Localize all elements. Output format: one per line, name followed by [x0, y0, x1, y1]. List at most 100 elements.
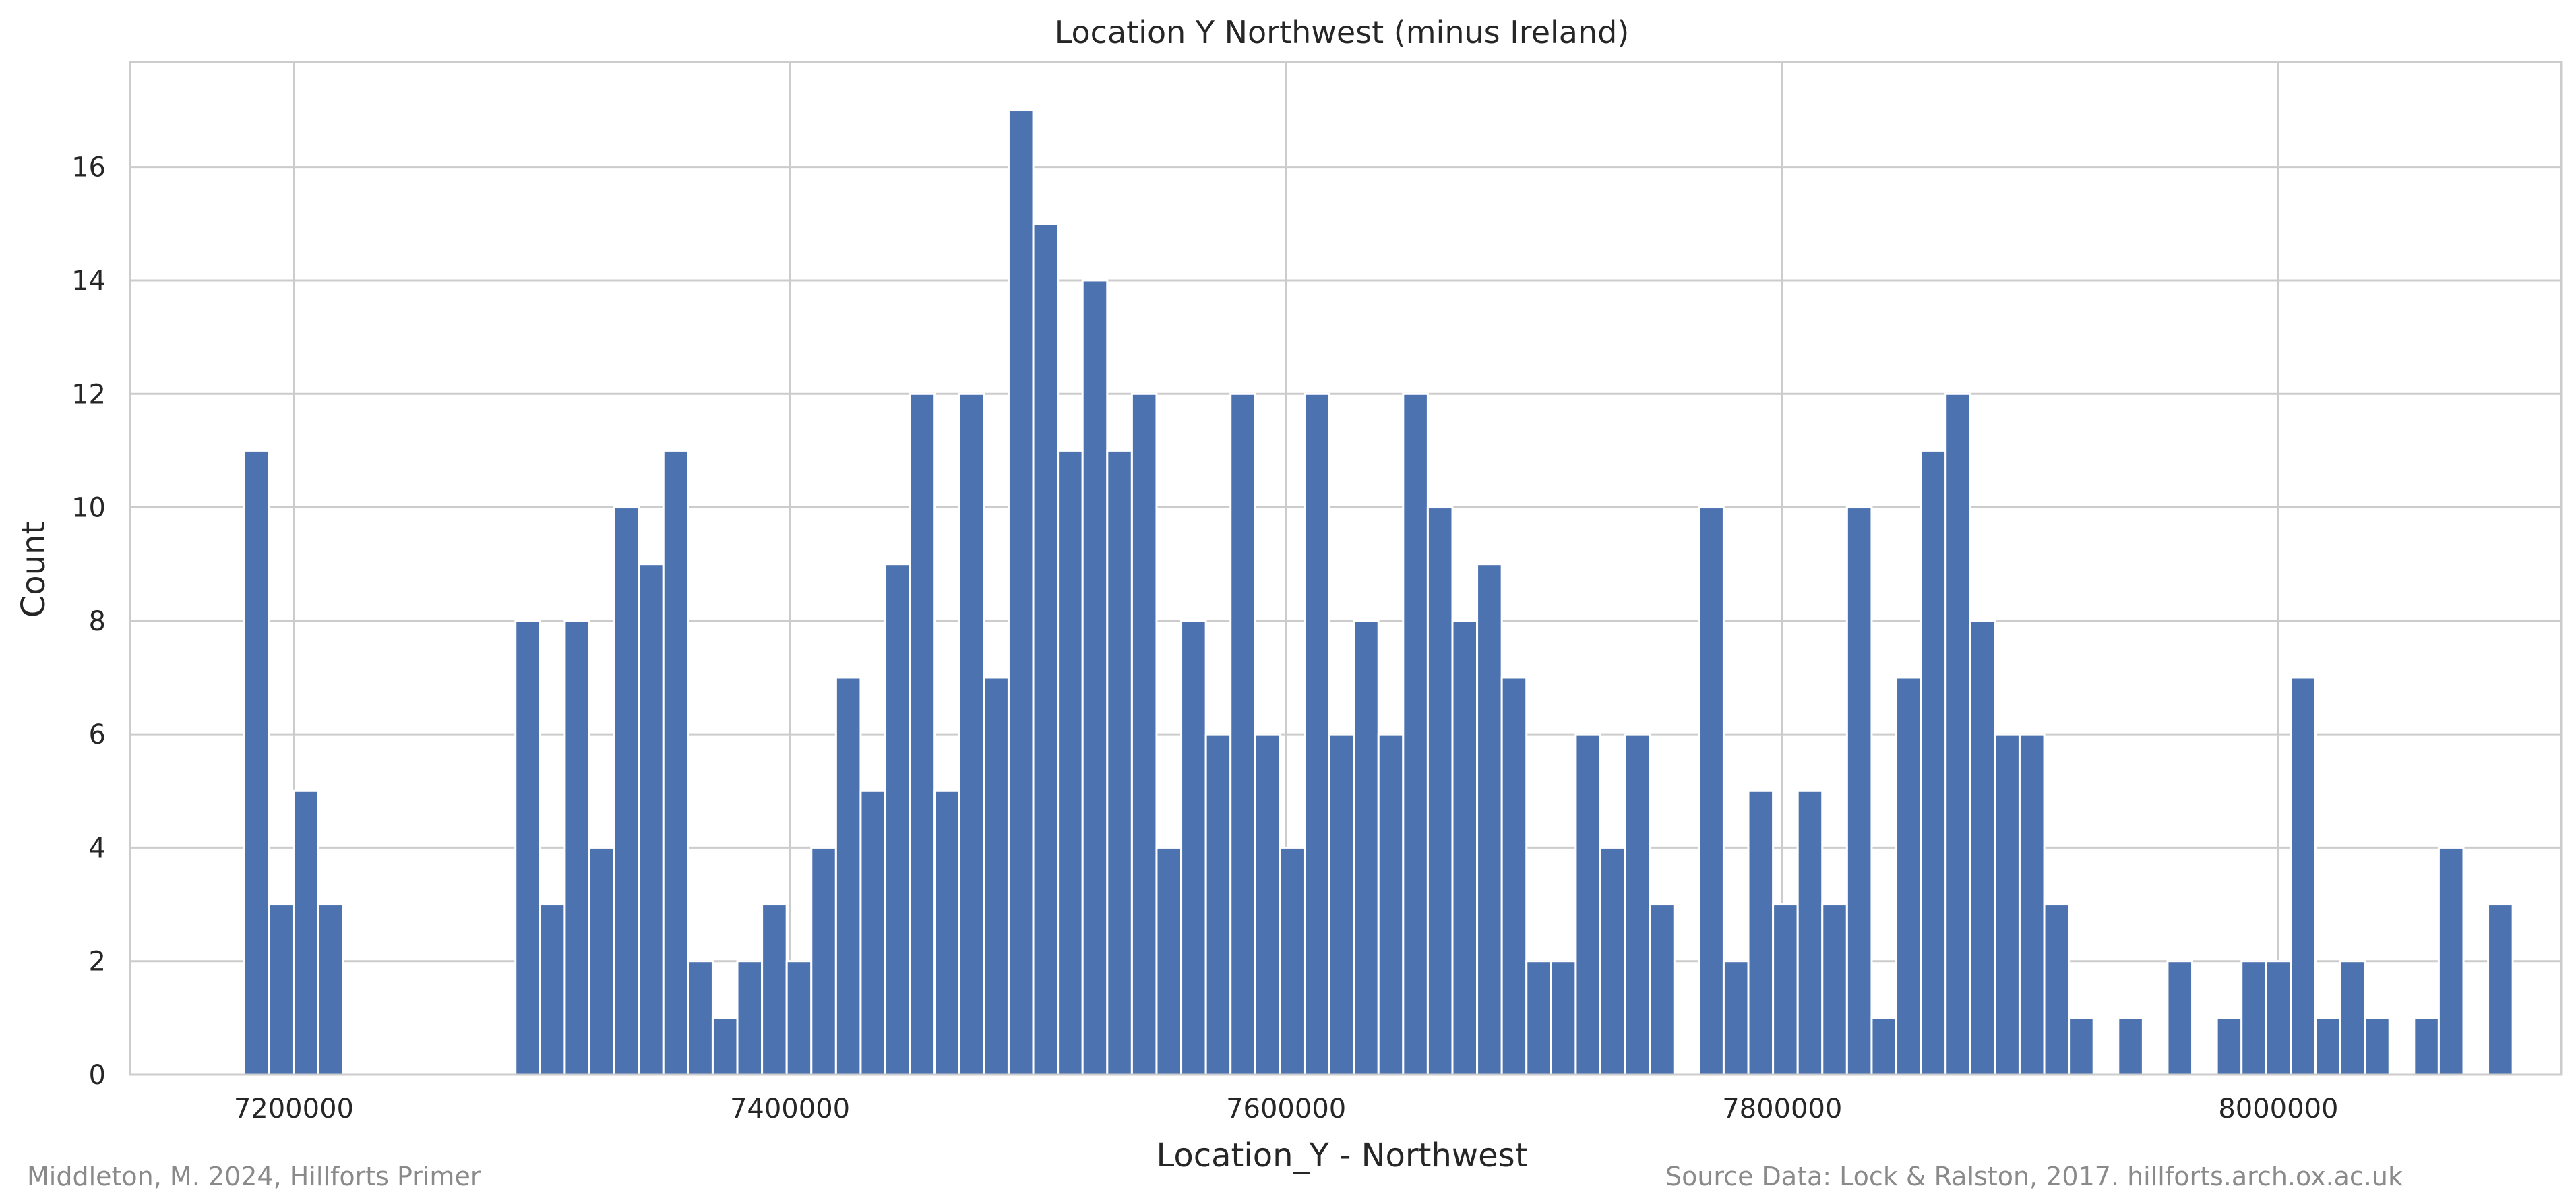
histogram-bar — [1328, 733, 1355, 1076]
histogram-bar — [1032, 222, 1060, 1076]
histogram-bar — [1550, 960, 1577, 1076]
histogram-bar — [1969, 620, 1996, 1076]
histogram-bar — [1476, 563, 1503, 1076]
histogram-bar — [711, 1017, 739, 1076]
histogram-bar — [1353, 620, 1380, 1076]
histogram-bar — [1106, 449, 1133, 1076]
histogram-bar — [662, 449, 689, 1076]
histogram-bar — [1204, 733, 1232, 1076]
x-tick-label: 7800000 — [1722, 1094, 1842, 1125]
y-tick-label: 2 — [89, 947, 106, 978]
histogram-bar — [2068, 1017, 2095, 1076]
histogram-bar — [613, 506, 640, 1076]
histogram-bar — [317, 903, 344, 1076]
histogram-bar — [1796, 789, 1824, 1076]
histogram-bar — [859, 789, 887, 1076]
histogram-bar — [1130, 392, 1158, 1076]
chart-title: Location Y Northwest (minus Ireland) — [1055, 14, 1630, 51]
y-tick-label: 16 — [71, 152, 106, 183]
histogram-bar — [1994, 733, 2021, 1076]
histogram-bar — [1747, 789, 1775, 1076]
histogram-bar — [2413, 1017, 2440, 1076]
histogram-bar — [539, 903, 566, 1076]
histogram-bar — [983, 676, 1010, 1076]
histogram-bar — [1057, 449, 1084, 1076]
x-tick-label: 7400000 — [730, 1094, 850, 1125]
histogram-bar — [761, 903, 788, 1076]
bars — [243, 109, 2514, 1076]
histogram-bar — [1599, 846, 1626, 1076]
histogram-bar — [933, 789, 960, 1076]
histogram-bar — [1624, 733, 1651, 1076]
y-tick-label: 10 — [71, 493, 106, 524]
histogram-bar — [1870, 1017, 1898, 1076]
histogram-bar — [1944, 392, 1971, 1076]
histogram-bar — [687, 960, 714, 1076]
histogram-bar — [909, 392, 936, 1076]
histogram-bar — [1377, 733, 1405, 1076]
histogram-bar — [563, 620, 591, 1076]
histogram-bar — [243, 449, 270, 1076]
y-tick-label: 8 — [89, 606, 106, 637]
histogram-bar — [1081, 279, 1109, 1076]
y-tick-label: 4 — [89, 833, 106, 864]
y-tick-label: 14 — [71, 266, 106, 297]
histogram-bar — [2265, 960, 2292, 1076]
histogram-bar — [2215, 1017, 2243, 1076]
histogram-bar — [1722, 960, 1750, 1076]
footer-credit: Middleton, M. 2024, Hillforts Primer — [27, 1162, 481, 1191]
x-axis-label: Location_Y - Northwest — [1156, 1137, 1527, 1174]
y-axis-ticks: 0 2 4 6 8 10 12 14 16 — [71, 152, 106, 1091]
histogram-bar — [1254, 733, 1281, 1076]
histogram-bar — [588, 846, 615, 1076]
histogram-bar — [1402, 392, 1429, 1076]
histogram-bar — [268, 903, 295, 1076]
histogram-bar — [1426, 506, 1454, 1076]
histogram-bar — [1649, 903, 1676, 1076]
histogram-bar — [638, 563, 665, 1076]
x-tick-label: 8000000 — [2218, 1094, 2338, 1125]
histogram-bar — [2437, 846, 2465, 1076]
histogram-bar — [1303, 392, 1330, 1076]
histogram-bar — [2166, 960, 2194, 1076]
histogram-bar — [1279, 846, 1306, 1076]
histogram-bar — [1155, 846, 1183, 1076]
x-tick-label: 7600000 — [1226, 1094, 1346, 1125]
histogram-bar — [1451, 620, 1479, 1076]
histogram-bar — [834, 676, 862, 1076]
histogram-bar — [2240, 960, 2267, 1076]
histogram-bar — [1698, 506, 1725, 1076]
histogram-bar — [1821, 903, 1848, 1076]
histogram-bar — [1229, 392, 1256, 1076]
histogram-bar — [1845, 506, 1873, 1076]
histogram-bar — [736, 960, 764, 1076]
y-tick-label: 6 — [89, 719, 106, 750]
histogram-bar — [2018, 733, 2046, 1076]
histogram-bar — [1574, 733, 1601, 1076]
x-axis-ticks: 7200000 7400000 7600000 7800000 8000000 — [234, 1094, 2339, 1125]
x-tick-label: 7200000 — [234, 1094, 354, 1125]
histogram-bar — [2314, 1017, 2341, 1076]
histogram-bar — [2364, 1017, 2391, 1076]
footer-source: Source Data: Lock & Ralston, 2017. hillf… — [1665, 1162, 2403, 1191]
y-axis-label: Count — [15, 522, 53, 618]
plot-frame — [129, 61, 2563, 1076]
histogram-bar — [810, 846, 837, 1076]
histogram-bar — [1772, 903, 1799, 1076]
histogram-bar — [1895, 676, 1922, 1076]
histogram-bar — [2339, 960, 2366, 1076]
histogram-bar — [2487, 903, 2514, 1076]
histogram-bar — [785, 960, 813, 1076]
histogram-bar — [1525, 960, 1552, 1076]
histogram-bar — [514, 620, 541, 1076]
histogram-bar — [1500, 676, 1528, 1076]
histogram-bar — [2043, 903, 2071, 1076]
histogram-bar — [292, 789, 319, 1076]
histogram-bar — [884, 563, 911, 1076]
y-tick-label: 12 — [71, 379, 106, 410]
histogram-bar — [958, 392, 985, 1076]
histogram-bar — [1920, 449, 1947, 1076]
histogram-bar — [1007, 109, 1035, 1076]
y-tick-label: 0 — [89, 1060, 106, 1091]
